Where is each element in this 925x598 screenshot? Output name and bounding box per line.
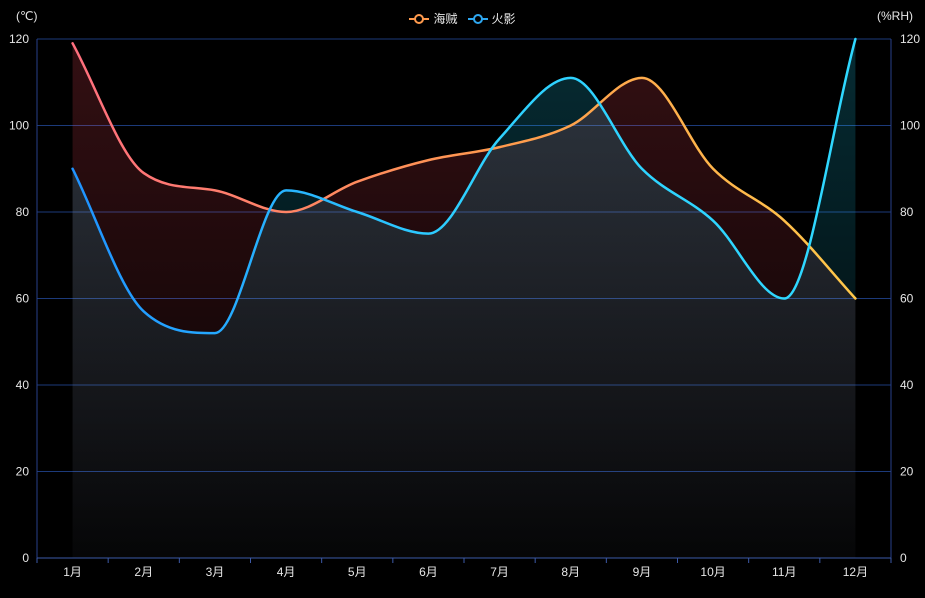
y-tick-label-right: 120 (900, 32, 920, 46)
y-tick-label-left: 20 (16, 465, 30, 479)
left-axis-unit: (℃) (16, 9, 38, 23)
y-tick-label-left: 120 (9, 32, 29, 46)
y-tick-label-left: 60 (16, 292, 30, 306)
legend: 海贼 火影 (0, 10, 925, 27)
series-line-1 (71, 42, 857, 300)
x-tick-label: 3月 (206, 565, 225, 579)
y-tick-label-right: 0 (900, 551, 907, 565)
y-tick-label-right: 20 (900, 465, 914, 479)
series-area-2 (72, 39, 856, 558)
x-tick-label: 11月 (772, 565, 796, 579)
y-tick-label-right: 60 (900, 292, 914, 306)
x-tick-label: 6月 (419, 565, 438, 579)
y-tick-label-left: 100 (9, 119, 29, 133)
y-tick-label-right: 40 (900, 378, 914, 392)
x-tick-label: 10月 (700, 565, 725, 579)
x-tick-label: 4月 (277, 565, 296, 579)
legend-item-series-2[interactable]: 火影 (467, 10, 516, 27)
line-layer (71, 37, 857, 335)
series-line-2 (71, 37, 857, 335)
legend-label: 海贼 (433, 12, 458, 26)
y-tick-label-left: 0 (22, 551, 29, 565)
y-tick-label-left: 40 (16, 378, 30, 392)
x-tick-label: 8月 (561, 565, 580, 579)
x-tick-label: 7月 (490, 565, 509, 579)
x-tick-label: 1月 (63, 565, 82, 579)
legend-label: 火影 (491, 12, 516, 26)
right-axis-unit: (%RH) (877, 9, 913, 23)
axis-layer: 0 20 40 60 80 100 120 0 20 40 60 80 100 120 1月 2月 3月 4月 5月… (9, 32, 920, 579)
legend-line-marker-icon (467, 13, 488, 24)
legend-item-series-1[interactable]: 海贼 (409, 10, 458, 27)
y-tick-label-right: 80 (900, 205, 914, 219)
area-layer (72, 39, 856, 558)
legend-line-marker-icon (409, 13, 430, 24)
x-tick-label: 9月 (633, 565, 652, 579)
y-tick-label-left: 80 (16, 205, 30, 219)
x-tick-label: 12月 (843, 565, 868, 579)
x-tick-label: 5月 (348, 565, 367, 579)
y-tick-label-right: 100 (900, 119, 920, 133)
x-tick-label: 2月 (134, 565, 153, 579)
